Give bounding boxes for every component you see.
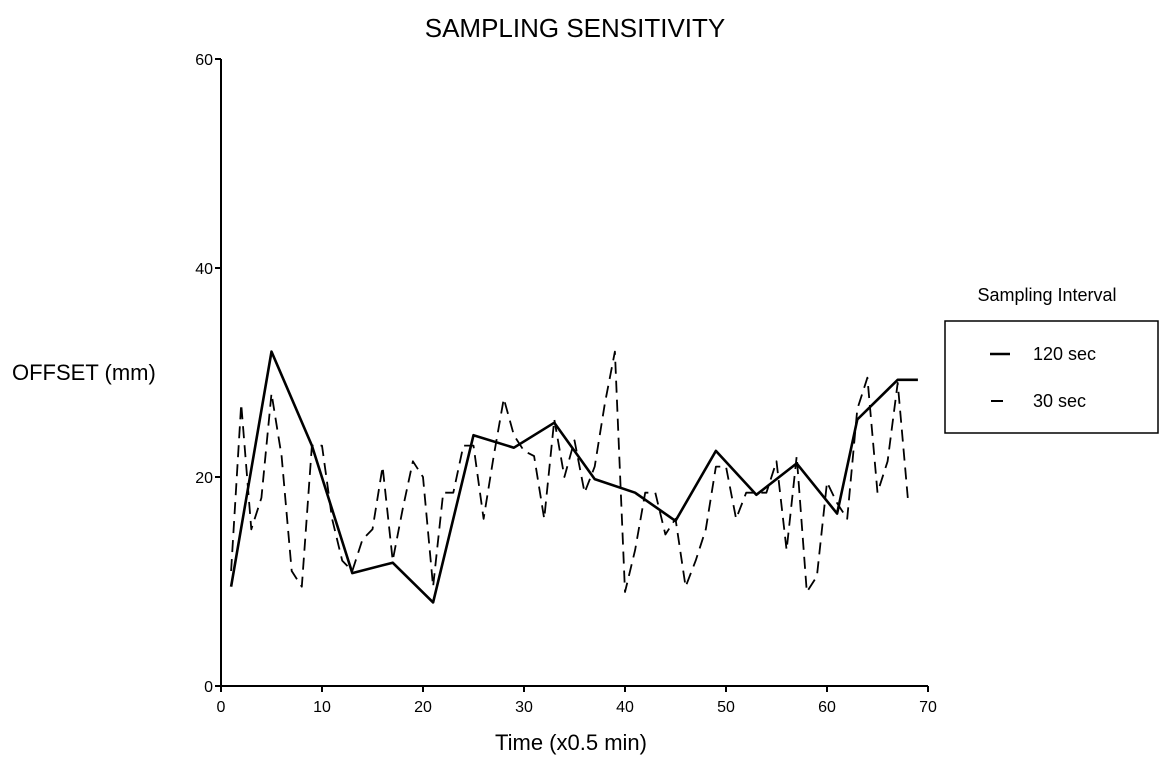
series-line-120-sec [229,350,918,604]
x-tick-label: 30 [515,699,533,716]
chart-title: SAMPLING SENSITIVITY [425,13,726,43]
legend: Sampling Interval 120 sec 30 sec [944,285,1159,434]
legend-label-30-sec: 30 sec [1033,391,1086,411]
x-tick-label: 40 [616,699,634,716]
y-axis-label: OFFSET (mm) [12,360,156,385]
y-tick-label: 60 [195,52,213,69]
x-tick-label: 20 [414,699,432,716]
legend-box [944,320,1159,434]
legend-title: Sampling Interval [977,285,1116,305]
series-layer [229,350,918,604]
y-tick-label: 0 [204,679,213,696]
x-tick-label: 50 [717,699,735,716]
y-axis-ticks: 0 20 40 60 [195,52,221,696]
y-tick-label: 40 [195,261,213,278]
x-tick-label: 60 [818,699,836,716]
x-tick-label: 70 [919,699,937,716]
legend-label-120-sec: 120 sec [1033,344,1096,364]
series-line-30-sec [230,350,909,593]
x-axis-ticks: 0 10 20 30 40 50 60 70 [217,686,937,716]
x-tick-label: 10 [313,699,331,716]
y-tick-label: 20 [195,470,213,487]
x-tick-label: 0 [217,699,226,716]
x-axis-label: Time (x0.5 min) [495,730,647,755]
